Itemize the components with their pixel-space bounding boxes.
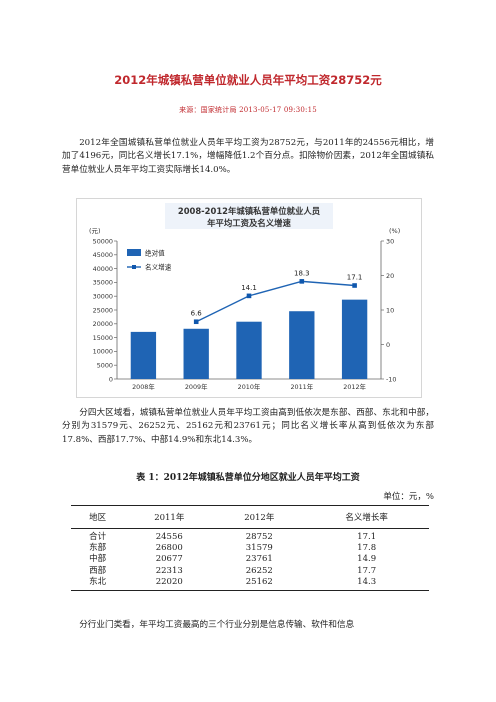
- right-tick-label: 30: [386, 237, 394, 245]
- growth-marker: [352, 283, 357, 288]
- cell-region: 东北: [71, 576, 125, 592]
- x-tick-label: 2011年: [290, 382, 313, 391]
- legend-bar-swatch: [127, 249, 141, 256]
- growth-data-label: 17.1: [347, 274, 363, 282]
- growth-data-label: 14.1: [241, 284, 257, 292]
- cell-2011: 22020: [124, 576, 215, 592]
- paragraph-summary: 2012年全国城镇私营单位就业人员年平均工资为28752元，与2011年的245…: [62, 138, 434, 175]
- cell-growth: 14.9: [357, 554, 377, 565]
- wage-chart: 2008-2012年城镇私营单位就业人员 年平均工资及名义增速 (元) (%) 0 500…: [76, 198, 422, 398]
- right-tick-label: 0: [386, 341, 390, 349]
- cell-2012: 26252: [245, 565, 273, 576]
- bar-2010年: [236, 321, 262, 379]
- left-axis-unit: (元): [89, 227, 101, 235]
- cell-growth: 17.1: [357, 532, 377, 542]
- left-tick-label: 50000: [93, 237, 113, 245]
- chart-title-bg: [165, 203, 333, 229]
- header-2011: 2011年: [124, 505, 215, 529]
- table-row: 西部 22313 26252 17.7: [71, 566, 429, 577]
- cell-2012: 31579: [245, 543, 273, 554]
- right-tick-label: 20: [386, 272, 394, 280]
- legend-line-label: 名义增速: [145, 263, 172, 272]
- paragraph-industries: 分行业门类看，年平均工资最高的三个行业分别是信息传输、软件和信息: [79, 620, 355, 630]
- right-axis-unit: (%): [389, 227, 400, 235]
- cell-2011: 24556: [155, 532, 183, 542]
- chart-title-line1: 2008-2012年城镇私营单位就业人员: [178, 206, 321, 216]
- left-tick-label: 25000: [93, 306, 113, 314]
- table-row: 东部 26800 31579 17.8: [71, 543, 429, 554]
- left-tick-label: 40000: [93, 265, 113, 273]
- table-row: 东北 22020 25162 14.3: [71, 576, 429, 592]
- cell-growth: 17.7: [357, 565, 377, 576]
- chart-title-line2: 年平均工资及名义增速: [207, 218, 291, 228]
- left-tick-label: 20000: [93, 320, 113, 328]
- cell-region: 东部: [89, 543, 107, 554]
- table-row: 合计 24556 28752 17.1: [71, 529, 429, 544]
- x-tick-label: 2010年: [238, 382, 261, 391]
- cell-growth: 14.3: [304, 576, 429, 592]
- right-tick-label: 10: [386, 306, 394, 314]
- bar-2011年: [289, 311, 315, 379]
- left-tick-label: 45000: [93, 251, 113, 259]
- left-tick-label: 30000: [93, 293, 113, 301]
- cell-2012: 28752: [245, 532, 273, 542]
- article-meta: 来源：国家统计局 2013-05-17 09:30:15: [179, 106, 317, 114]
- cell-2011: 20677: [155, 554, 183, 565]
- left-tick-label: 35000: [93, 279, 113, 287]
- legend-bar-label: 绝对值: [145, 249, 165, 258]
- growth-line: [195, 280, 355, 323]
- legend-line-marker: [132, 265, 136, 269]
- bar-2012年: [341, 299, 368, 379]
- x-tick-label: 2008年: [132, 382, 155, 391]
- table-unit: 单位：元，%: [383, 492, 434, 502]
- cell-2012: 23761: [245, 554, 273, 565]
- growth-marker: [246, 293, 252, 299]
- growth-data-label: 6.6: [191, 310, 203, 318]
- bar-2009年: [183, 328, 209, 379]
- table-caption: 表 1：2012年城镇私营单位分地区就业人员年平均工资: [136, 473, 360, 483]
- header-2012: 2012年: [214, 505, 305, 529]
- cell-region: 合计: [89, 532, 107, 542]
- right-tick-label: -10: [386, 375, 396, 383]
- header-growth: 名义增长率: [304, 505, 429, 529]
- cell-2011: 22313: [155, 565, 183, 576]
- x-tick-label: 2012年: [343, 382, 366, 391]
- x-tick-label: 2009年: [185, 382, 208, 391]
- paragraph-regions: 分四大区域看，城镇私营单位就业人员年平均工资由高到低依次是东部、西部、东北和中部…: [62, 408, 434, 445]
- cell-2012: 25162: [214, 576, 305, 592]
- growth-marker: [193, 319, 199, 325]
- left-tick-label: 5000: [97, 362, 113, 370]
- left-tick-label: 15000: [93, 334, 113, 342]
- growth-marker: [299, 279, 305, 284]
- table-row: 中部 20677 23761 14.9: [71, 554, 429, 565]
- growth-data-label: 18.3: [294, 269, 310, 277]
- cell-growth: 17.8: [357, 543, 377, 554]
- header-region: 地区: [71, 505, 125, 529]
- cell-2011: 26800: [155, 543, 183, 554]
- region-wage-table: 地区 2011年 2012年 名义增长率 合计 24556 28752 17.1…: [71, 505, 429, 592]
- article-title: 2012年城镇私营单位就业人员年平均工资28752元: [114, 73, 382, 87]
- table-header-row: 地区 2011年 2012年 名义增长率: [71, 505, 429, 529]
- cell-region: 西部: [89, 565, 107, 576]
- bar-2008年: [130, 331, 157, 379]
- left-tick-label: 10000: [93, 348, 113, 356]
- left-tick-label: 0: [109, 375, 113, 383]
- cell-region: 中部: [89, 554, 107, 565]
